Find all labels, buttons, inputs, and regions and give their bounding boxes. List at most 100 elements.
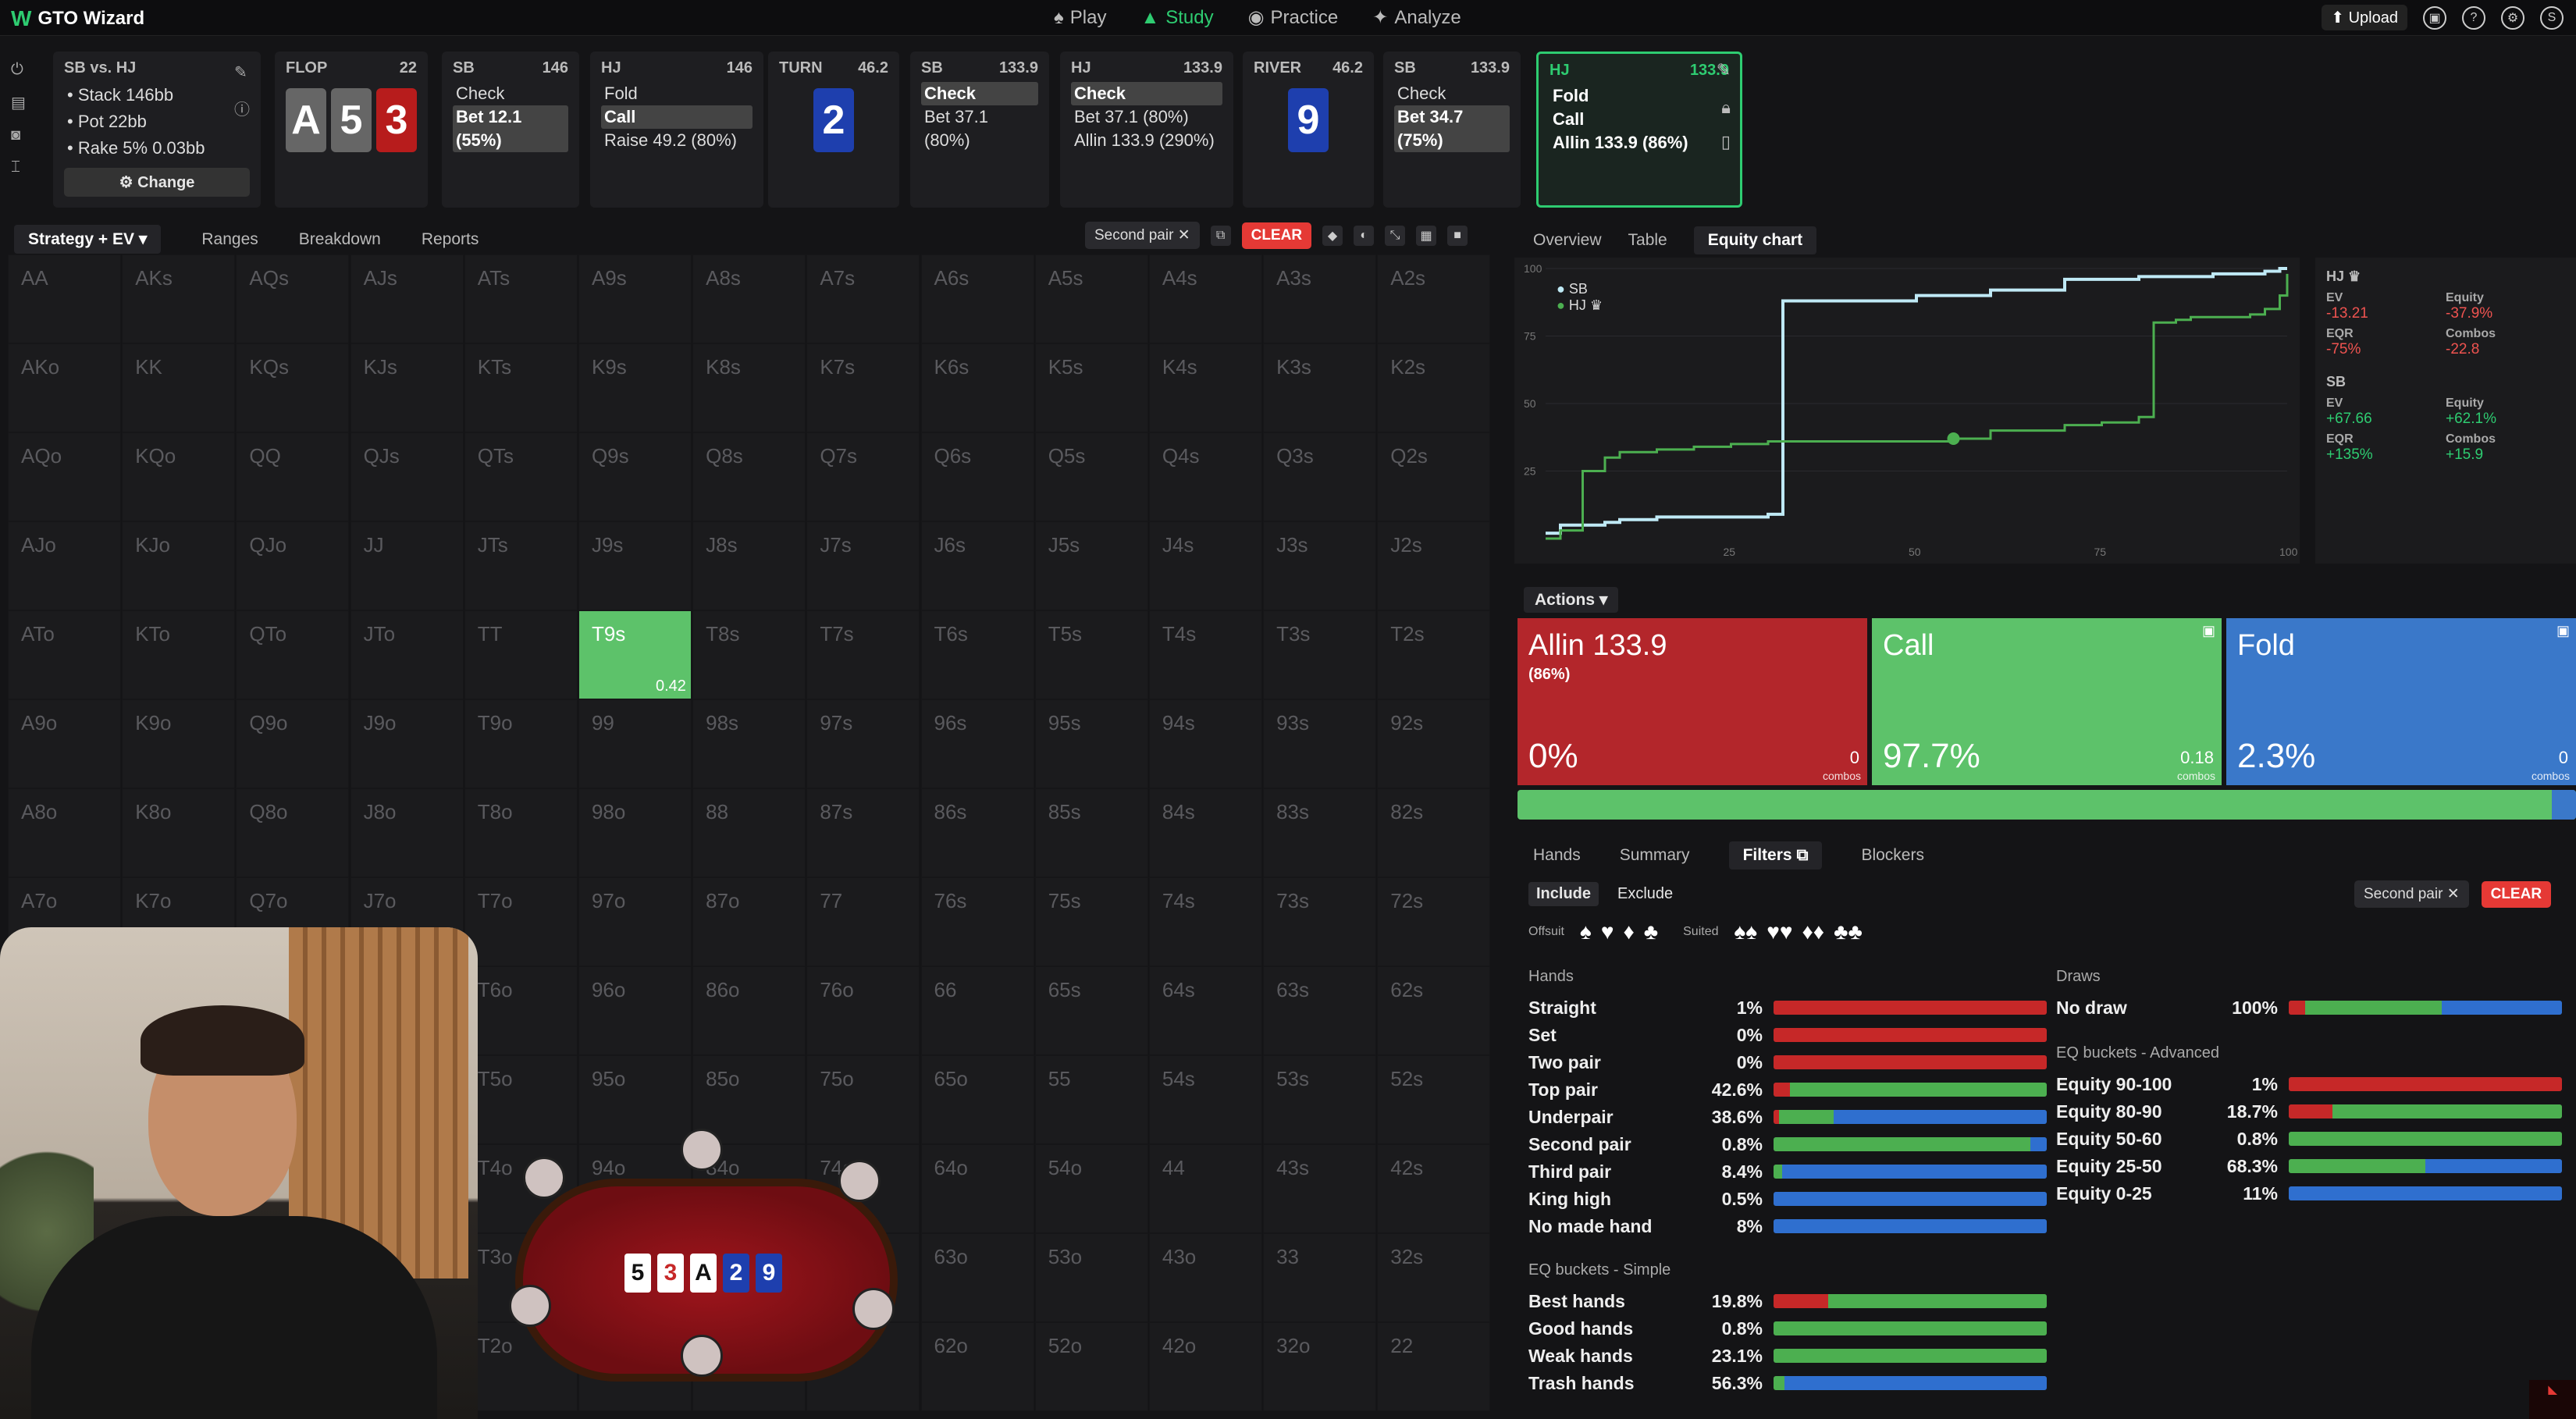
- action-option[interactable]: Check: [1071, 82, 1222, 105]
- hj-street1-card[interactable]: HJ 146 Fold Call Raise 49.2 (80%): [590, 52, 763, 208]
- hand-cell[interactable]: 85o: [692, 1055, 806, 1144]
- hand-cell[interactable]: JJ: [350, 521, 464, 610]
- hand-cell[interactable]: T5s: [1034, 610, 1148, 699]
- hand-cell[interactable]: Q7s: [806, 432, 920, 521]
- hand-cell[interactable]: J2s: [1377, 521, 1491, 610]
- hand-cell[interactable]: KK: [122, 343, 236, 432]
- clear-filter-button[interactable]: CLEAR: [2481, 880, 2552, 908]
- diamonds-pair-icon[interactable]: ♦♦: [1802, 919, 1825, 944]
- hand-cell[interactable]: J7s: [806, 521, 920, 610]
- hand-cell[interactable]: 82s: [1377, 788, 1491, 877]
- tab-filters[interactable]: Filters ⧉: [1728, 841, 1823, 870]
- brand[interactable]: W GTO Wizard: [11, 6, 144, 31]
- action-option[interactable]: Raise 49.2 (80%): [604, 130, 737, 150]
- filter-row[interactable]: Two pair 0%: [1528, 1049, 2047, 1076]
- action-option[interactable]: Check: [921, 82, 1038, 105]
- hand-cell[interactable]: T3s: [1263, 610, 1377, 699]
- hand-cell[interactable]: K8s: [692, 343, 806, 432]
- hand-cell[interactable]: 83s: [1263, 788, 1377, 877]
- action-option[interactable]: Fold: [1553, 86, 1589, 105]
- tab-table[interactable]: Table: [1628, 231, 1667, 249]
- hand-cell[interactable]: 54o: [1034, 1144, 1148, 1233]
- hand-cell[interactable]: 72s: [1377, 877, 1491, 966]
- hand-cell[interactable]: Q8o: [236, 788, 350, 877]
- filter-row[interactable]: Third pair 8.4%: [1528, 1158, 2047, 1185]
- upload-button[interactable]: ⬆ Upload: [2322, 5, 2407, 30]
- hand-cell[interactable]: 53o: [1034, 1233, 1148, 1322]
- hand-cell[interactable]: J8s: [692, 521, 806, 610]
- tab-overview[interactable]: Overview: [1533, 231, 1602, 249]
- close-icon[interactable]: ✕: [2446, 886, 2460, 902]
- hand-cell[interactable]: T7s: [806, 610, 920, 699]
- hand-cell[interactable]: A3s: [1263, 254, 1377, 343]
- hand-cell[interactable]: T2s: [1377, 610, 1491, 699]
- hand-cell[interactable]: K8o: [122, 788, 236, 877]
- sb-street1-card[interactable]: SB 146 Check Bet 12.1 (55%): [442, 52, 579, 208]
- clubs-pair-icon[interactable]: ♣♣: [1834, 919, 1863, 944]
- hand-cell[interactable]: AQo: [8, 432, 121, 521]
- sb-street3-card[interactable]: SB 133.9 Check Bet 34.7 (75%): [1383, 52, 1521, 208]
- hand-cell[interactable]: K4s: [1148, 343, 1262, 432]
- hand-cell[interactable]: K9s: [578, 343, 692, 432]
- hand-cell[interactable]: 74s: [1148, 877, 1262, 966]
- hover-point[interactable]: [1947, 432, 1960, 445]
- grid-icon[interactable]: ▦: [1416, 225, 1437, 246]
- hand-cell[interactable]: A8o: [8, 788, 121, 877]
- contrast-icon[interactable]: ◐: [1354, 225, 1375, 246]
- hand-cell[interactable]: K6s: [920, 343, 1034, 432]
- spade-icon[interactable]: ♠: [1579, 919, 1592, 944]
- hand-cell[interactable]: QTs: [464, 432, 578, 521]
- filter-row[interactable]: Set 0%: [1528, 1022, 2047, 1048]
- hand-cell[interactable]: 52o: [1034, 1322, 1148, 1411]
- hand-cell[interactable]: 86o: [692, 966, 806, 1055]
- action-option[interactable]: Bet 34.7 (75%): [1394, 105, 1510, 152]
- expand-icon[interactable]: ⤡: [1385, 225, 1406, 246]
- hj-street2-card[interactable]: HJ 133.9 Check Bet 37.1 (80%) Allin 133.9…: [1060, 52, 1233, 208]
- filter-row[interactable]: Weak hands 23.1%: [1528, 1343, 2047, 1369]
- hand-cell[interactable]: AKo: [8, 343, 121, 432]
- hand-cell[interactable]: KJo: [122, 521, 236, 610]
- hand-cell[interactable]: 75s: [1034, 877, 1148, 966]
- filter-row[interactable]: Equity 50-60 0.8%: [2056, 1126, 2562, 1152]
- hand-cell[interactable]: 92s: [1377, 699, 1491, 788]
- hand-cell[interactable]: Q5s: [1034, 432, 1148, 521]
- nav-play[interactable]: ♠ Play: [1054, 6, 1106, 29]
- hand-cell[interactable]: 87s: [806, 788, 920, 877]
- hand-cell[interactable]: 53s: [1263, 1055, 1377, 1144]
- tab-breakdown[interactable]: Breakdown: [298, 229, 381, 248]
- hand-cell[interactable]: T9s 0.42: [578, 610, 692, 699]
- hand-cell[interactable]: 97o: [578, 877, 692, 966]
- hand-cell[interactable]: T5o: [464, 1055, 578, 1144]
- hand-cell[interactable]: T6o: [464, 966, 578, 1055]
- hand-cell[interactable]: J4s: [1148, 521, 1262, 610]
- hand-cell[interactable]: 54s: [1148, 1055, 1262, 1144]
- action-fold[interactable]: Fold 2.3% 0 combos ▣: [2226, 618, 2576, 785]
- action-option[interactable]: Allin 133.9 (86%): [1553, 133, 1688, 152]
- tab-summary[interactable]: Summary: [1619, 846, 1690, 864]
- hand-cell[interactable]: JTo: [350, 610, 464, 699]
- hand-cell[interactable]: 43o: [1148, 1233, 1262, 1322]
- diamond-icon[interactable]: ♦: [1623, 919, 1635, 944]
- sb-street2-card[interactable]: SB 133.9 Check Bet 37.1 (80%): [910, 52, 1049, 208]
- hand-cell[interactable]: KQs: [236, 343, 350, 432]
- hand-cell[interactable]: 64o: [920, 1144, 1034, 1233]
- hand-cell[interactable]: AA: [8, 254, 121, 343]
- hand-cell[interactable]: 22: [1377, 1322, 1491, 1411]
- hand-cell[interactable]: 95s: [1034, 699, 1148, 788]
- hand-cell[interactable]: 85s: [1034, 788, 1148, 877]
- action-option[interactable]: Allin 133.9 (290%): [1074, 130, 1215, 150]
- expand-icon[interactable]: ▣: [2556, 623, 2570, 638]
- hand-cell[interactable]: Q8s: [692, 432, 806, 521]
- hand-cell[interactable]: 63s: [1263, 966, 1377, 1055]
- hand-cell[interactable]: QTo: [236, 610, 350, 699]
- hand-cell[interactable]: J9s: [578, 521, 692, 610]
- expand-icon[interactable]: ▣: [2201, 623, 2215, 638]
- hand-cell[interactable]: 86s: [920, 788, 1034, 877]
- hand-cell[interactable]: Q3s: [1263, 432, 1377, 521]
- hand-cell[interactable]: 76s: [920, 877, 1034, 966]
- hand-cell[interactable]: 97s: [806, 699, 920, 788]
- filter-chip[interactable]: Second pair ✕: [2354, 880, 2469, 908]
- hand-cell[interactable]: 42o: [1148, 1322, 1262, 1411]
- filter-row[interactable]: Equity 80-90 18.7%: [2056, 1098, 2562, 1125]
- hand-cell[interactable]: A2s: [1377, 254, 1491, 343]
